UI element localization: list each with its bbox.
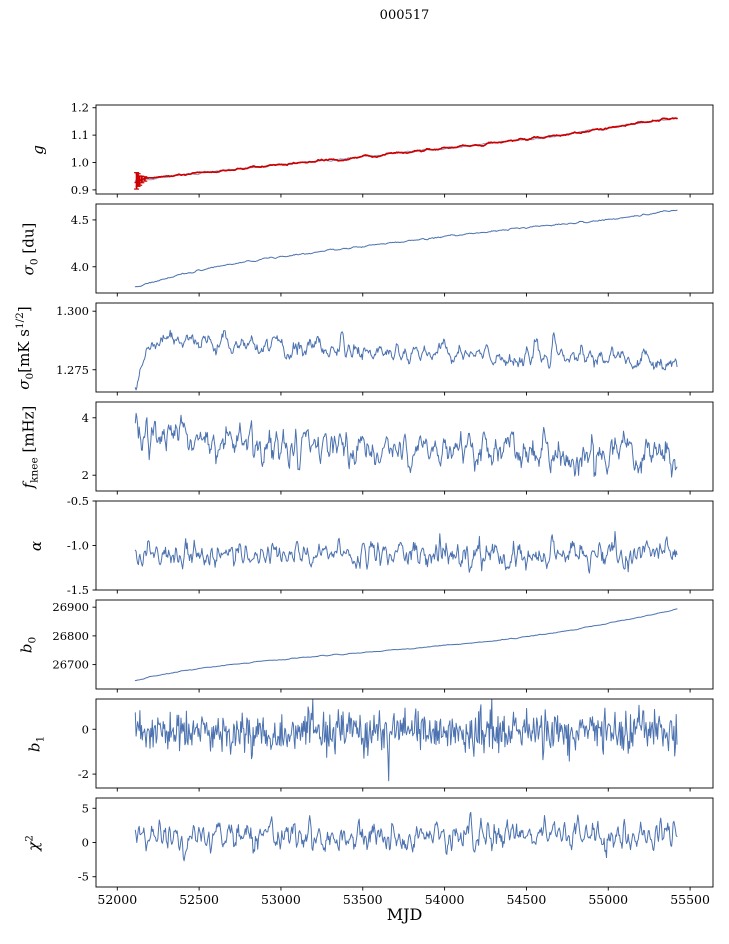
- subplot-chi2: [134, 811, 678, 862]
- ytick-b0-0: 26700: [52, 658, 89, 672]
- ytick-chi2-0: -5: [78, 870, 89, 884]
- ytick-sigma0-du-0: 4.0: [71, 260, 89, 274]
- subplot-b0: [134, 608, 678, 682]
- ytick-g-0: 0.9: [71, 183, 89, 197]
- ytick-fknee-1: 4: [82, 411, 89, 425]
- ytick-g-3: 1.2: [71, 101, 89, 115]
- subplot-g: [134, 117, 678, 190]
- ytick-chi2-1: 0: [82, 836, 89, 850]
- ytick-g-2: 1.1: [71, 128, 89, 142]
- ytick-sigma0-mks-1: 1.300: [56, 304, 89, 318]
- ytick-b1-1: 0: [82, 722, 89, 736]
- series-sigma0-du: [134, 209, 678, 288]
- series-b1: [134, 699, 678, 782]
- ytick-b1-0: -2: [78, 767, 89, 781]
- y-axis-label-b1: b1: [25, 735, 47, 752]
- figure-title: 000517: [379, 8, 430, 23]
- series-b0: [134, 608, 678, 682]
- y-axis-label-fknee: fknee [mHz]: [19, 405, 41, 488]
- y-axis-label-g: g: [29, 144, 47, 155]
- y-axis-label-alpha: α: [27, 540, 45, 551]
- series-fknee: [134, 412, 678, 478]
- subplot-sigma0-mks: [134, 329, 678, 391]
- xtick-4: 54000: [425, 892, 465, 907]
- xtick-7: 55500: [670, 892, 710, 907]
- xtick-1: 52500: [179, 892, 219, 907]
- ytick-sigma0-mks-0: 1.275: [56, 363, 89, 377]
- xtick-5: 54500: [507, 892, 547, 907]
- subplot-sigma0-du: [134, 209, 678, 288]
- series-gain: [134, 117, 678, 184]
- ytick-b0-1: 26800: [52, 629, 89, 643]
- xtick-3: 53500: [343, 892, 383, 907]
- x-axis-label: MJD: [386, 905, 423, 924]
- ytick-alpha-0: -1.5: [67, 583, 89, 597]
- ytick-alpha-1: -1.0: [67, 539, 89, 553]
- subplot-b1: [134, 699, 678, 782]
- subplot-alpha: [134, 531, 678, 574]
- xtick-0: 52000: [97, 892, 137, 907]
- y-axis-label-sigma0-mks: σ0[mK s1/2]: [14, 305, 36, 390]
- y-axis-label-chi2: χ2: [23, 834, 43, 851]
- series-gain-model: [134, 117, 678, 182]
- y-axis-label-b0: b0: [17, 636, 39, 653]
- ytick-b0-2: 26900: [52, 600, 89, 614]
- series-chi2: [134, 811, 678, 862]
- xtick-6: 55000: [588, 892, 628, 907]
- ytick-fknee-0: 2: [82, 468, 89, 482]
- ytick-g-1: 1.0: [71, 156, 89, 170]
- ytick-chi2-2: 5: [82, 801, 89, 815]
- xtick-2: 53000: [261, 892, 301, 907]
- ytick-alpha-2: -0.5: [67, 494, 89, 508]
- subplot-fknee: [134, 412, 678, 478]
- series-alpha: [134, 531, 678, 574]
- y-axis-label-sigma0-du: σ0 [du]: [19, 222, 41, 275]
- ytick-sigma0-du-1: 4.5: [71, 213, 89, 227]
- series-sigma0-mks: [134, 329, 678, 391]
